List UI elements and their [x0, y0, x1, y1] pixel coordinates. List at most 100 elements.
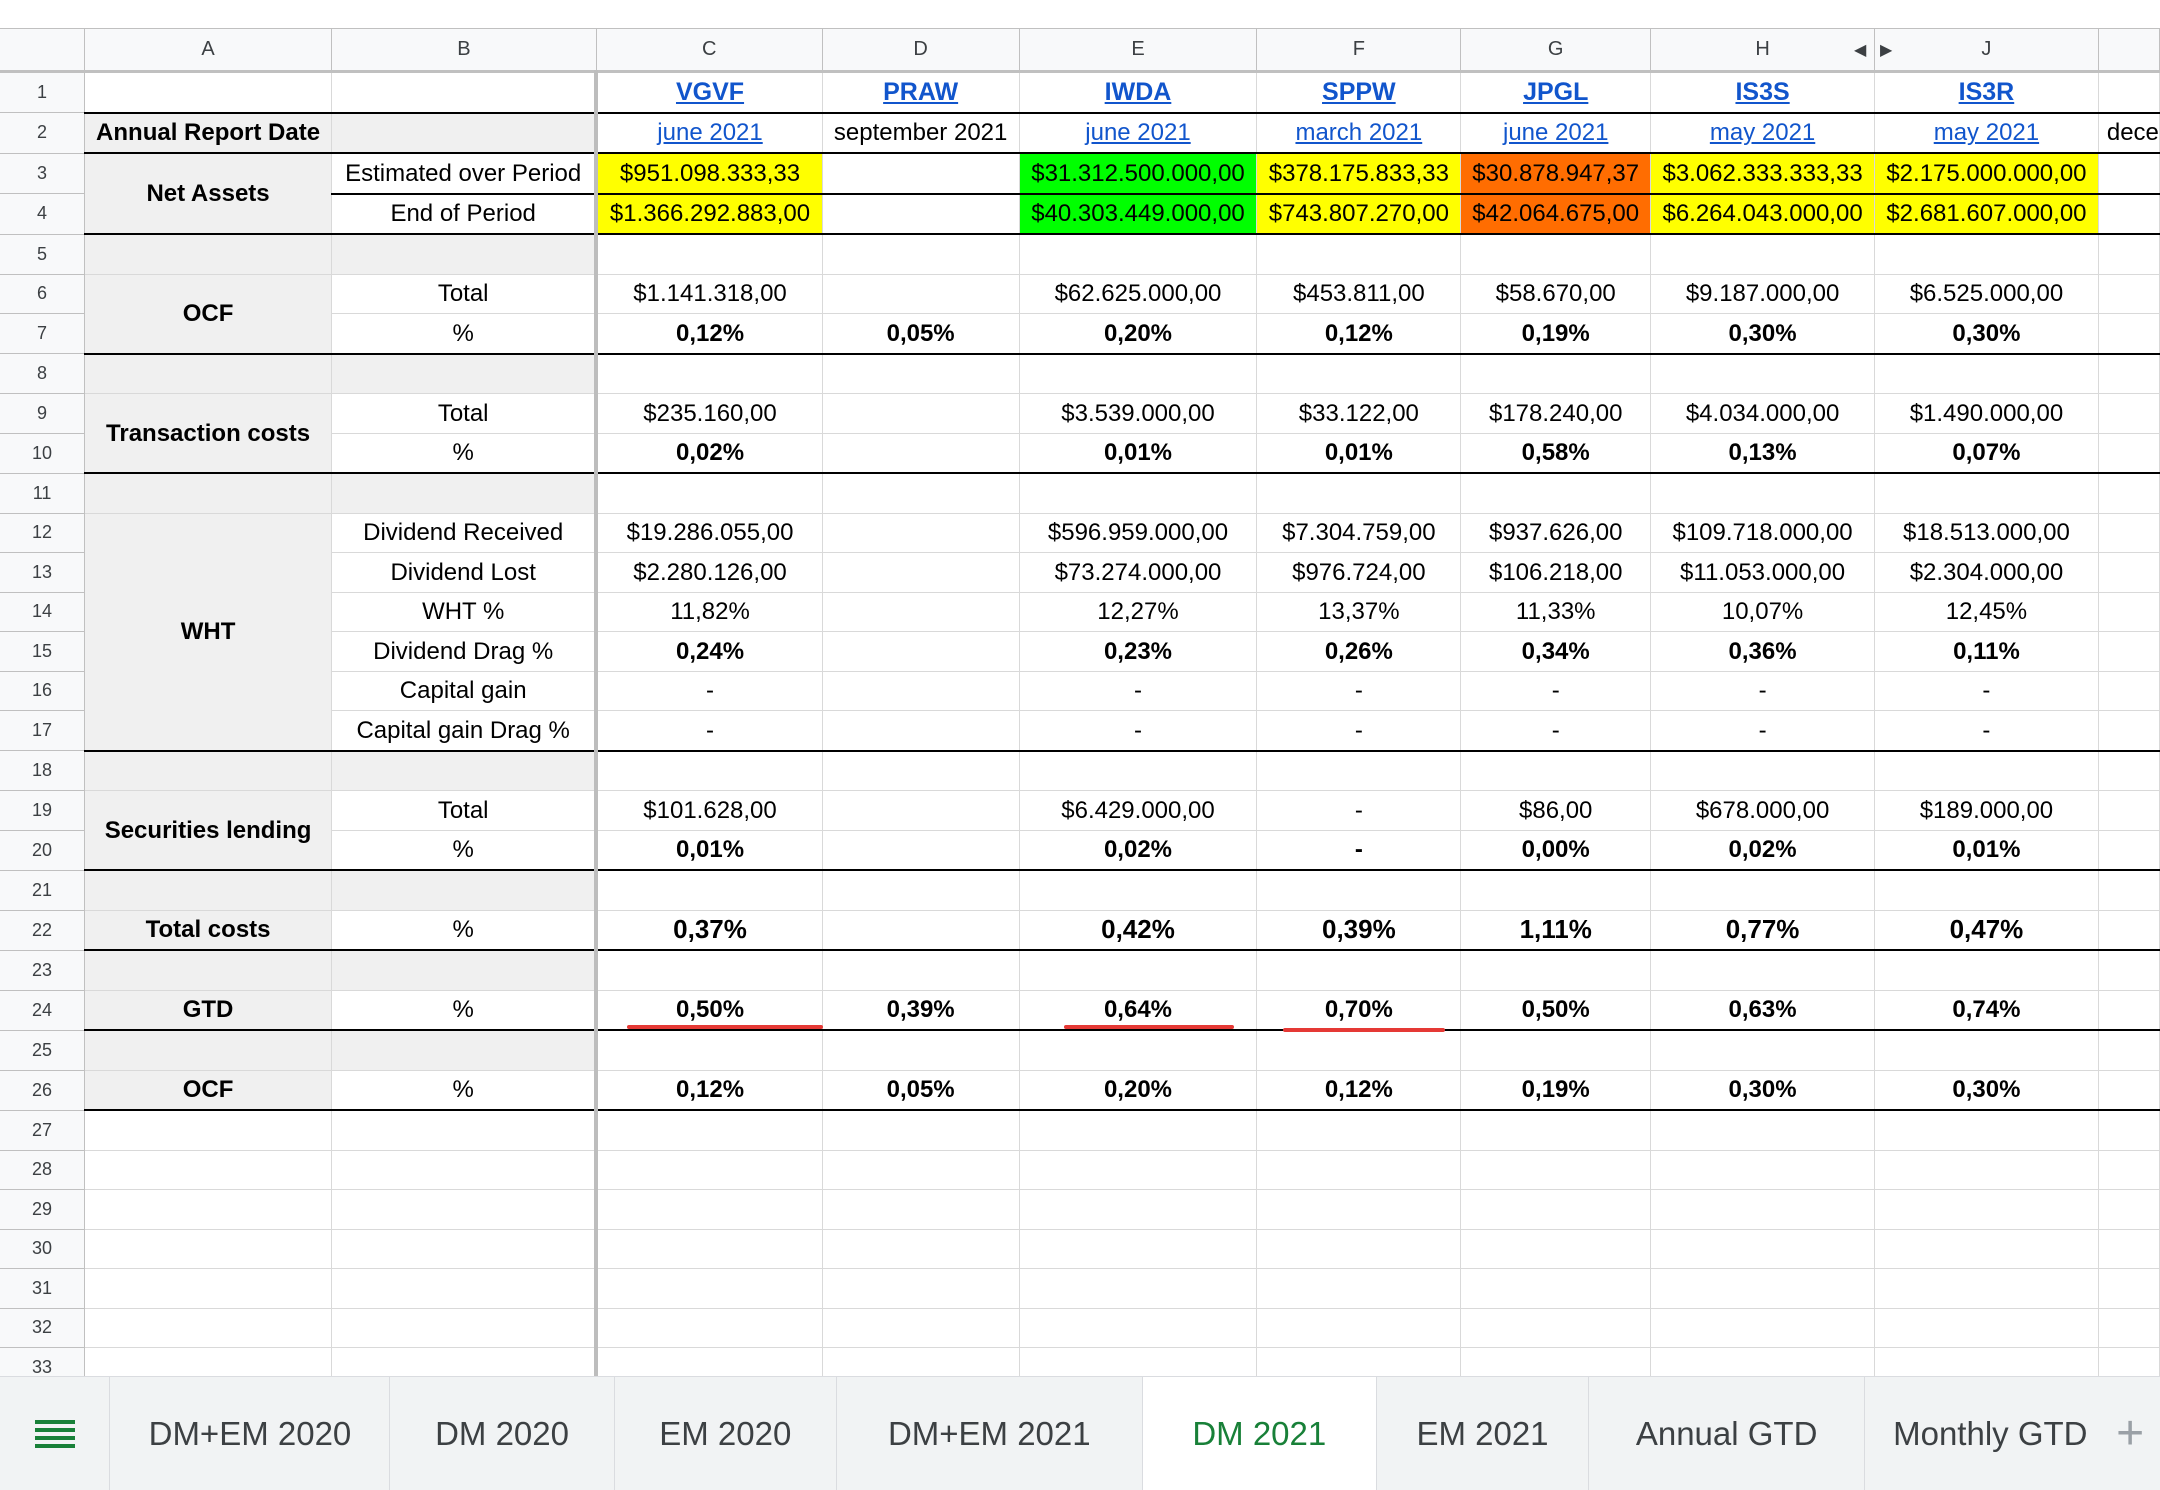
transaction-pct-is3s[interactable]: 0,13% [1650, 433, 1875, 474]
ticker-link[interactable]: JPGL [1460, 71, 1652, 114]
cell[interactable] [1019, 870, 1258, 911]
report-date-link[interactable]: june 2021 [1019, 112, 1258, 154]
cell[interactable] [1874, 1229, 2099, 1269]
securities-total-cell[interactable]: $6.429.000,00 [1019, 790, 1258, 831]
securities-total-cell[interactable] [822, 790, 1020, 831]
cell[interactable] [84, 870, 332, 911]
cell[interactable] [596, 870, 823, 911]
cell[interactable] [1256, 1347, 1462, 1376]
cell[interactable] [596, 1229, 823, 1269]
cell[interactable] [331, 112, 599, 154]
cell[interactable] [1874, 750, 2099, 791]
cell[interactable] [2098, 393, 2160, 434]
wht-cell[interactable]: $2.304.000,00 [1874, 552, 2099, 593]
cell[interactable] [1256, 473, 1462, 514]
wht-cell[interactable]: $18.513.000,00 [1874, 513, 2099, 553]
ocf-summary-label[interactable]: OCF [84, 1070, 332, 1111]
row-header[interactable]: 10 [0, 433, 86, 474]
cell[interactable] [2098, 1347, 2160, 1376]
wht-cell[interactable]: $73.274.000,00 [1019, 552, 1258, 593]
cell[interactable] [2098, 1070, 2160, 1111]
cell[interactable] [596, 1110, 823, 1151]
cell[interactable] [1256, 1268, 1462, 1309]
cell[interactable] [822, 353, 1020, 394]
cell[interactable] [822, 1268, 1020, 1309]
cell[interactable] [331, 1030, 599, 1071]
cell[interactable] [1460, 750, 1652, 791]
cell[interactable] [1256, 950, 1462, 991]
cell[interactable] [1650, 870, 1875, 911]
wht-cell[interactable]: 0,23% [1019, 631, 1258, 672]
ocf-summary-cell[interactable]: 0,20% [1019, 1070, 1258, 1111]
add-sheet-icon[interactable]: + [2116, 1407, 2145, 1460]
wht-cell[interactable]: - [1019, 671, 1258, 711]
wht-cell[interactable]: $2.280.126,00 [596, 552, 823, 593]
wht-cell[interactable]: 11,82% [596, 592, 823, 632]
wht-cell[interactable]: 11,33% [1460, 592, 1652, 632]
wht-cell[interactable]: 13,37% [1256, 592, 1462, 632]
total-costs-cell[interactable]: 0,39% [1256, 910, 1462, 951]
column-header-b[interactable]: B [331, 28, 597, 73]
scroll-left-arrow-icon[interactable]: ◀ [1854, 42, 1867, 59]
cell[interactable] [84, 1308, 332, 1348]
cell[interactable] [84, 1229, 332, 1269]
securities-pct-cell[interactable]: 0,02% [1650, 830, 1875, 871]
cell[interactable] [1256, 1030, 1462, 1071]
net-assets-end-jpgl[interactable]: $42.064.675,00 [1460, 193, 1652, 235]
gtd-cell[interactable]: 0,39% [822, 990, 1020, 1031]
cell[interactable] [2098, 1189, 2160, 1230]
wht-cell[interactable]: - [1460, 710, 1652, 752]
cell[interactable] [1650, 1229, 1875, 1269]
cell[interactable] [331, 234, 599, 275]
cell[interactable] [1874, 1189, 2099, 1230]
wht-cell[interactable] [822, 710, 1020, 752]
cell[interactable] [1874, 870, 2099, 911]
row-header[interactable]: 2 [0, 112, 86, 154]
total-costs-label[interactable]: Total costs [84, 910, 332, 951]
cell[interactable] [1874, 1268, 2099, 1309]
wht-cell[interactable]: - [596, 710, 823, 752]
transaction-total-jpgl[interactable]: $178.240,00 [1460, 393, 1652, 434]
row-header[interactable]: 4 [0, 193, 86, 235]
cell[interactable] [822, 750, 1020, 791]
row-header[interactable]: 24 [0, 990, 86, 1031]
report-date-label[interactable]: Annual Report Date [84, 112, 332, 154]
cell[interactable] [331, 750, 599, 791]
net-assets-end-is3r[interactable]: $2.681.607.000,00 [1874, 193, 2099, 235]
ocf-summary-cell[interactable]: 0,30% [1650, 1070, 1875, 1111]
cell[interactable] [822, 473, 1020, 514]
row-header[interactable]: 17 [0, 710, 86, 751]
cell[interactable] [2098, 870, 2160, 911]
cell[interactable] [84, 353, 332, 394]
ocf-summary-cell[interactable]: 0,12% [596, 1070, 823, 1111]
row-header[interactable]: 1 [0, 71, 86, 113]
row-header[interactable]: 29 [0, 1189, 86, 1230]
cell[interactable] [84, 950, 332, 991]
cell[interactable] [2098, 1030, 2160, 1071]
report-date-link[interactable]: may 2021 [1650, 112, 1875, 154]
wht-row-label[interactable]: Dividend Drag % [331, 631, 599, 672]
report-date-link[interactable]: june 2021 [1460, 112, 1652, 154]
cell[interactable] [1019, 473, 1258, 514]
transaction-pct-is3r[interactable]: 0,07% [1874, 433, 2099, 474]
cell[interactable] [1019, 353, 1258, 394]
wht-row-label[interactable]: WHT % [331, 592, 599, 632]
cell[interactable] [822, 870, 1020, 911]
column-header-d[interactable]: D [822, 28, 1020, 73]
cell[interactable] [331, 71, 599, 114]
all-sheets-menu-icon[interactable] [0, 1377, 111, 1490]
cell[interactable] [331, 1347, 599, 1376]
cell[interactable] [822, 1110, 1020, 1151]
cell[interactable] [1650, 473, 1875, 514]
cell[interactable] [1874, 1347, 2099, 1376]
cell[interactable] [2098, 671, 2160, 711]
cell[interactable] [2098, 313, 2160, 355]
row-header[interactable]: 19 [0, 790, 86, 831]
ocf-pct-is3r[interactable]: 0,30% [1874, 313, 2099, 355]
securities-pct-cell[interactable]: - [1256, 830, 1462, 871]
cell[interactable] [822, 234, 1020, 275]
wht-cell[interactable]: - [1256, 671, 1462, 711]
report-date[interactable]: september 2021 [822, 112, 1020, 154]
cell[interactable] [822, 1030, 1020, 1071]
wht-cell[interactable] [822, 592, 1020, 632]
